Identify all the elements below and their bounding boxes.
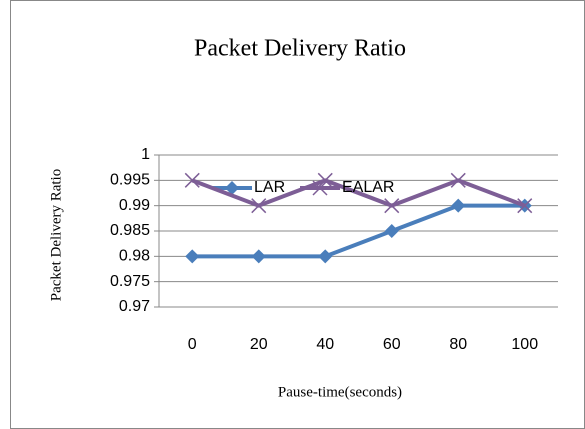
chart-title: Packet Delivery Ratio xyxy=(194,36,406,62)
data-point xyxy=(185,249,200,264)
y-tick-label: 0.975 xyxy=(110,273,150,290)
data-point xyxy=(317,172,333,188)
y-tick-label: 0.97 xyxy=(119,298,150,315)
data-point xyxy=(451,198,466,213)
legend-marker xyxy=(225,181,239,195)
x-tick-label: 80 xyxy=(449,336,467,353)
series-line xyxy=(191,178,526,208)
data-point xyxy=(184,172,200,188)
legend-marker xyxy=(312,180,328,196)
data-point xyxy=(517,198,533,214)
x-axis-label: Pause-time(seconds) xyxy=(278,384,402,400)
y-tick-label: 0.99 xyxy=(119,197,150,214)
data-point xyxy=(450,172,466,188)
chart-frame xyxy=(10,0,585,429)
x-tick-label: 0 xyxy=(188,336,197,353)
y-tick-label: 0.98 xyxy=(119,248,150,265)
series-line xyxy=(192,203,525,259)
x-tick-label: 100 xyxy=(511,336,538,353)
y-tick-label: 1 xyxy=(141,146,150,163)
legend-label: LAR xyxy=(254,179,285,196)
x-tick-label: 60 xyxy=(383,336,401,353)
data-point xyxy=(318,249,333,264)
data-point xyxy=(251,198,267,214)
data-point xyxy=(384,224,399,238)
y-tick-label: 0.985 xyxy=(110,222,150,239)
data-point xyxy=(384,198,400,214)
x-tick-label: 20 xyxy=(250,336,268,353)
data-point xyxy=(251,249,266,264)
legend-label: EALAR xyxy=(342,179,394,196)
y-tick-label: 0.995 xyxy=(110,172,150,189)
x-tick-label: 40 xyxy=(316,336,334,353)
y-axis-label: Packet Delivery Ratio xyxy=(48,169,64,301)
